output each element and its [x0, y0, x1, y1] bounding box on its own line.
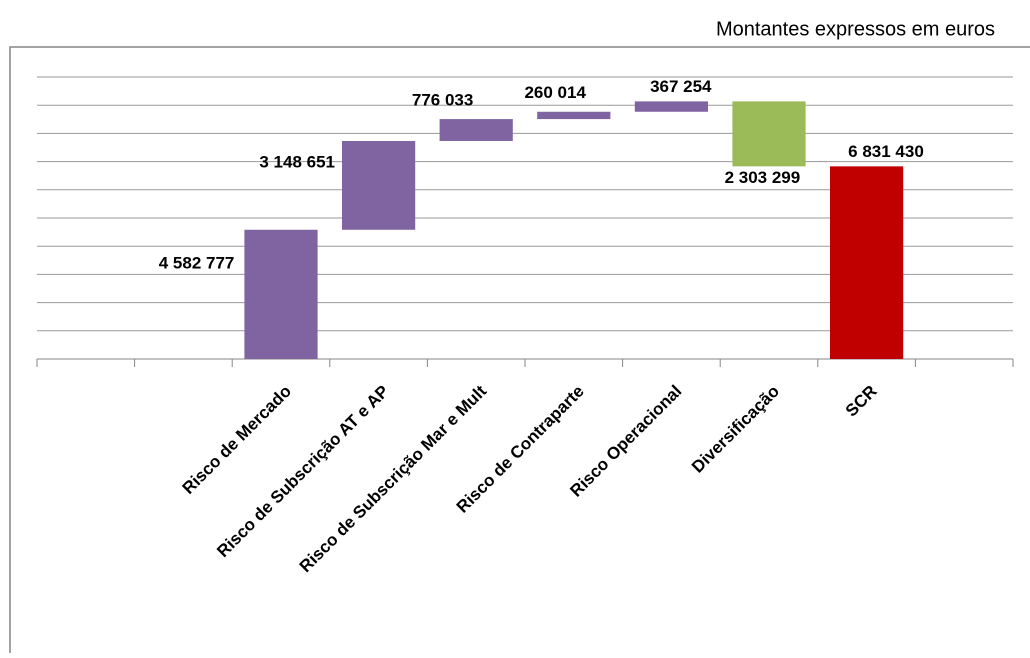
- bar: [439, 119, 513, 141]
- value-label: 260 014: [524, 83, 586, 102]
- bar: [634, 101, 708, 112]
- bar: [732, 101, 806, 167]
- chart-subtitle: Montantes expressos em euros: [716, 18, 995, 40]
- value-label: 4 582 777: [159, 253, 235, 272]
- value-label: 2 303 299: [725, 168, 801, 187]
- bar: [537, 111, 611, 120]
- bar: [244, 229, 318, 359]
- value-label: 3 148 651: [259, 152, 335, 171]
- value-label: 367 254: [650, 77, 712, 96]
- value-label: 6 831 430: [848, 142, 924, 161]
- value-label: 776 033: [412, 91, 473, 110]
- bar: [830, 166, 904, 359]
- bar: [342, 140, 416, 230]
